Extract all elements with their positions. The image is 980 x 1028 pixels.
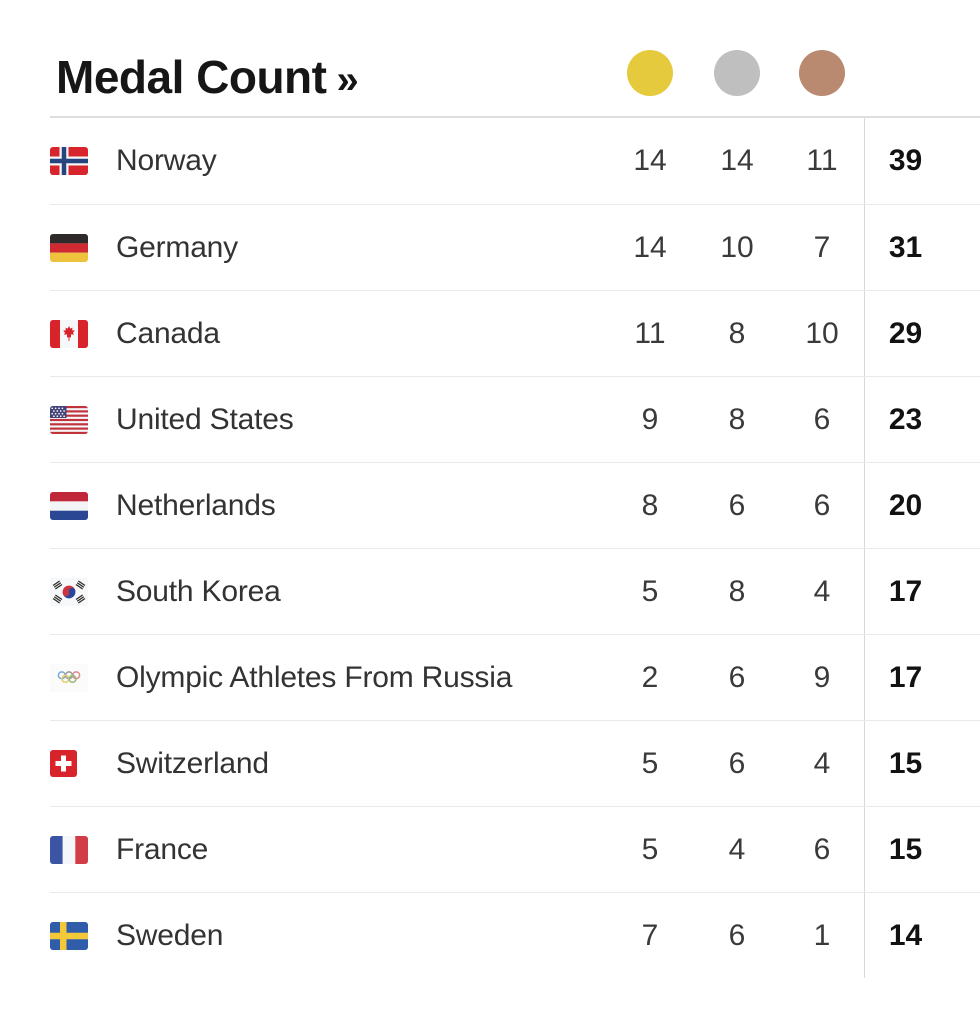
- gold-column-header: [606, 50, 694, 116]
- country-cell: France: [50, 833, 606, 867]
- silver-count: 8: [728, 402, 746, 436]
- bronze-count: 11: [806, 144, 838, 177]
- silver-count: 6: [728, 746, 746, 780]
- table-row: Olympic Athletes From Russia 2 6 9 17: [50, 634, 980, 720]
- country-cell: Netherlands: [50, 489, 606, 523]
- table-row: United States 9 8 6 23: [50, 376, 980, 462]
- bronze-medal-icon: [799, 50, 845, 96]
- total-count: 29: [864, 291, 980, 376]
- country-cell: South Korea: [50, 575, 606, 609]
- country-name: France: [116, 832, 209, 866]
- total-count: 20: [864, 463, 980, 548]
- total-count: 31: [864, 205, 980, 290]
- gold-count: 9: [641, 402, 659, 436]
- country-cell: Canada: [50, 317, 606, 351]
- gold-count: 5: [641, 832, 659, 866]
- country-cell: Sweden: [50, 919, 606, 953]
- country-cell: Germany: [50, 231, 606, 265]
- country-name: Sweden: [116, 918, 224, 952]
- bronze-count: 4: [813, 574, 831, 608]
- country-name: Olympic Athletes From Russia: [116, 660, 513, 694]
- country-cell: United States: [50, 403, 606, 437]
- table-row: France 5 4 6 15: [50, 806, 980, 892]
- country-name: United States: [116, 402, 294, 436]
- bronze-count: 10: [805, 316, 839, 350]
- country-cell: Switzerland: [50, 747, 606, 781]
- gold-count: 2: [641, 660, 659, 694]
- silver-count: 8: [728, 316, 746, 350]
- bronze-count: 4: [813, 746, 831, 780]
- table-row: Switzerland 5 6 4 15: [50, 720, 980, 806]
- table-header: Medal Count»: [50, 0, 980, 118]
- silver-count: 6: [728, 918, 746, 952]
- table-row: Germany 14 10 7 31: [50, 204, 980, 290]
- gold-medal-icon: [627, 50, 673, 96]
- bronze-count: 1: [813, 918, 831, 952]
- silver-count: 4: [728, 832, 746, 866]
- silver-count: 14: [720, 144, 754, 177]
- bronze-count: 6: [813, 488, 831, 522]
- flag-south-korea-icon: [50, 577, 88, 606]
- total-count: 17: [864, 635, 980, 720]
- country-cell: Norway: [50, 144, 606, 178]
- bronze-count: 7: [813, 230, 831, 264]
- total-count: 14: [864, 893, 980, 978]
- country-name: South Korea: [116, 574, 281, 608]
- gold-count: 7: [641, 918, 659, 952]
- flag-norway-icon: [50, 147, 88, 175]
- flag-netherlands-icon: [50, 491, 88, 520]
- table-row: Netherlands 8 6 6 20: [50, 462, 980, 548]
- gold-count: 14: [633, 230, 667, 264]
- silver-count: 8: [728, 574, 746, 608]
- total-count: 17: [864, 549, 980, 634]
- silver-column-header: [694, 50, 780, 116]
- bronze-count: 6: [813, 832, 831, 866]
- bronze-count: 6: [813, 402, 831, 436]
- country-name: Switzerland: [116, 746, 269, 780]
- country-cell: Olympic Athletes From Russia: [50, 661, 606, 695]
- silver-count: 6: [728, 488, 746, 522]
- double-chevron-right-icon: »: [336, 58, 359, 102]
- flag-united-states-icon: [50, 405, 88, 434]
- table-row: Norway 14 14 11 39: [50, 118, 980, 204]
- flag-canada-icon: [50, 319, 88, 348]
- silver-medal-icon: [714, 50, 760, 96]
- table-row: South Korea 5 8 4 17: [50, 548, 980, 634]
- flag-germany-icon: [50, 233, 88, 262]
- title-cell: Medal Count»: [50, 54, 606, 116]
- table-row: Sweden 7 6 1 14: [50, 892, 980, 978]
- flag-switzerland-icon: [50, 750, 77, 777]
- total-count: 15: [864, 807, 980, 892]
- silver-count: 6: [728, 660, 746, 694]
- gold-count: 14: [633, 144, 667, 177]
- flag-sweden-icon: [50, 921, 88, 950]
- country-name: Norway: [116, 144, 217, 177]
- gold-count: 5: [641, 574, 659, 608]
- country-name: Germany: [116, 230, 238, 264]
- bronze-column-header: [780, 50, 864, 116]
- country-name: Netherlands: [116, 488, 276, 522]
- gold-count: 11: [634, 316, 666, 350]
- bronze-count: 9: [813, 660, 831, 694]
- flag-olympic-athletes-from-russia-icon: [50, 663, 88, 692]
- gold-count: 8: [641, 488, 659, 522]
- total-count: 15: [864, 721, 980, 806]
- page-title: Medal Count: [56, 51, 327, 103]
- table-row: Canada 11 8 10 29: [50, 290, 980, 376]
- silver-count: 10: [720, 230, 754, 264]
- gold-count: 5: [641, 746, 659, 780]
- total-count: 39: [864, 118, 980, 204]
- flag-france-icon: [50, 835, 88, 864]
- medal-count-title-link[interactable]: Medal Count»: [56, 51, 359, 103]
- total-count: 23: [864, 377, 980, 462]
- country-name: Canada: [116, 316, 220, 350]
